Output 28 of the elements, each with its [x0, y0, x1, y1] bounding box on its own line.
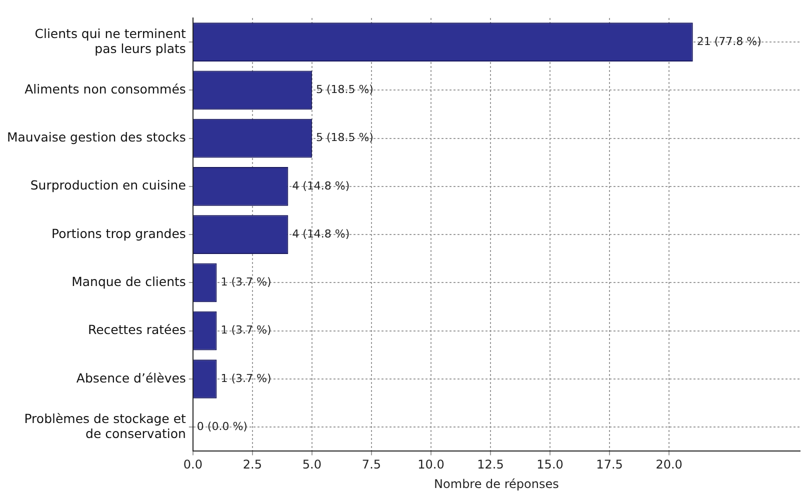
x-tick-label: 15.0 — [536, 458, 564, 472]
y-tick-label: Clients qui ne terminent pas leurs plats — [34, 26, 186, 56]
x-axis-title: Nombre de réponses — [434, 476, 559, 491]
x-tick-label: 7.5 — [362, 458, 382, 472]
x-tick-label: 10.0 — [418, 458, 444, 472]
y-tick-label: Portions trop grandes — [51, 226, 186, 241]
x-tick-label: 5.0 — [302, 458, 322, 472]
y-tick-label: Problèmes de stockage et de conservation — [24, 410, 186, 441]
data-label: 1 (3.7 %) — [220, 276, 272, 289]
data-label: 5 (18.5 %) — [316, 83, 374, 96]
y-tick-label: Mauvaise gestion des stocks — [6, 130, 186, 145]
x-tick-label: 17.5 — [596, 458, 623, 472]
data-label: 5 (18.5 %) — [316, 131, 374, 144]
data-label: 1 (3.7 %) — [220, 372, 272, 385]
y-tick-label: Absence d’élèves — [76, 370, 186, 386]
y-tick-label: Manque de clients — [72, 274, 186, 289]
y-tick-label: Aliments non consommés — [24, 81, 186, 96]
data-label: 0 (0.0 %) — [196, 420, 248, 433]
data-label: 4 (14.8 %) — [292, 179, 350, 192]
x-tick-label: 0.0 — [183, 458, 202, 472]
data-label: 1 (3.7 %) — [220, 324, 272, 337]
x-tick-label: 20.0 — [656, 458, 682, 472]
y-tick-label: Recettes ratées — [88, 322, 186, 338]
x-tick-label: 2.5 — [242, 458, 262, 472]
data-label: 4 (14.8 %) — [292, 227, 350, 240]
data-label: 21 (77.8 %) — [696, 34, 762, 48]
y-tick-label: Surproduction en cuisine — [30, 178, 186, 193]
x-tick-label: 12.5 — [477, 458, 504, 472]
